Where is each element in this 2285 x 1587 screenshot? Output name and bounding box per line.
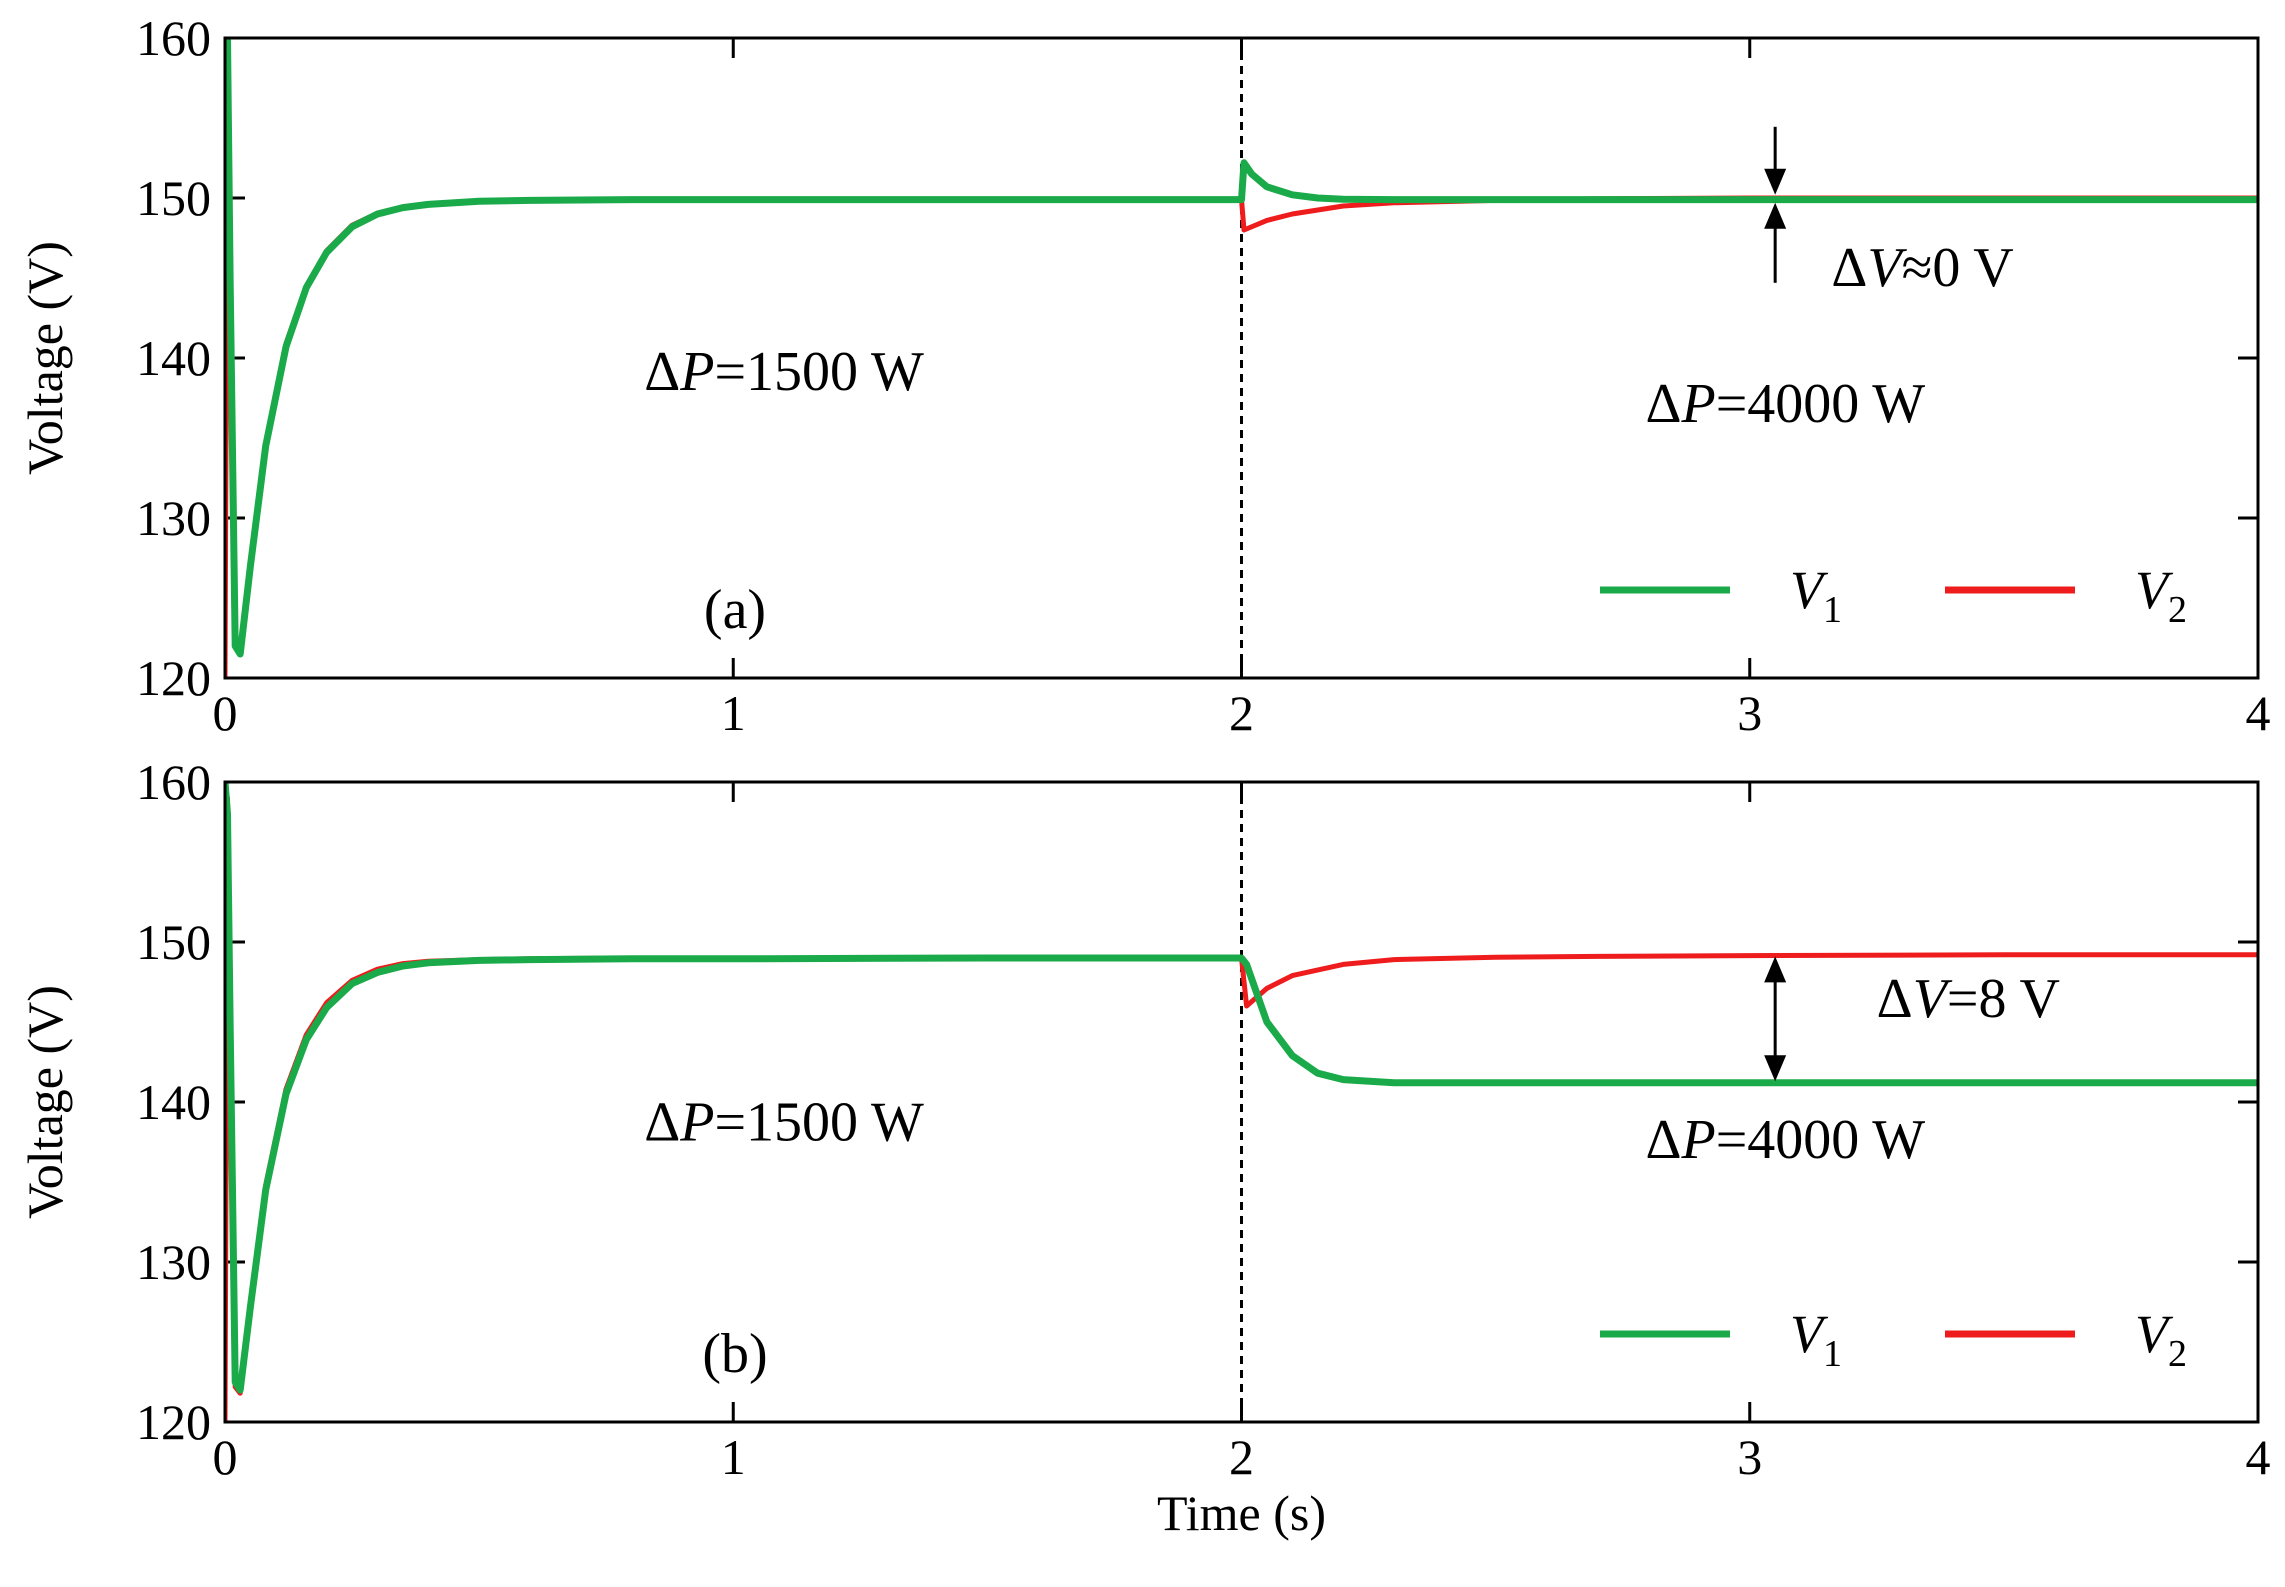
x-tick-label: 3 [1737,1429,1762,1485]
x-tick-label: 1 [721,1429,746,1485]
y-tick-label: 120 [136,1394,211,1450]
panel-b: 0 1 2 3 4 120 130 140 150 160 Voltage (V) Time (s) (… [17,754,2271,1541]
x-tick-label: 3 [1737,685,1762,741]
x-tick-label: 2 [1229,1429,1254,1485]
arrow-head [1764,1055,1787,1082]
y-axis-label: Voltage (V) [17,241,73,475]
y-tick-label: 160 [136,10,211,66]
x-tick-label: 0 [213,1429,238,1485]
panel-a: 0 1 2 3 4 120 130 140 150 160 Voltage (V) (a) ΔP=150… [17,10,2271,741]
legend-label-v2: V2 [2135,560,2187,631]
y-tick-label: 140 [136,330,211,386]
y-axis-label: Voltage (V) [17,985,73,1219]
y-tick-label: 160 [136,754,211,810]
x-axis-label: Time (s) [1157,1485,1326,1541]
legend-label-v2: V2 [2135,1304,2187,1375]
y-tick-label: 130 [136,1234,211,1290]
x-tick-label: 4 [2246,1429,2271,1485]
panel-label: (b) [702,1323,767,1385]
series-line-v1 [225,38,2258,658]
arrow-head [1764,202,1787,229]
x-tick-label: 1 [721,685,746,741]
y-tick-label: 150 [136,170,211,226]
annotation-0: ΔP=1500 W [644,341,924,403]
y-tick-label: 150 [136,914,211,970]
x-tick-label: 0 [213,685,238,741]
y-tick-label: 120 [136,650,211,706]
plot-frame [223,780,2260,1424]
x-tick-label: 2 [1229,685,1254,741]
legend-label-v1: V1 [1790,560,1842,631]
panel-label: (a) [704,579,766,641]
series-line-v1 [225,782,2258,1394]
y-tick-label: 130 [136,490,211,546]
annotation-2: ΔV=8 V [1877,968,2060,1030]
annotation-2: ΔV≈0 V [1831,237,2013,299]
annotation-1: ΔP=4000 W [1645,373,1925,435]
x-tick-label: 4 [2246,685,2271,741]
legend-label-v1: V1 [1790,1304,1842,1375]
arrow-head [1764,168,1787,195]
plot-frame [223,36,2260,680]
arrow-head [1764,956,1787,983]
annotation-0: ΔP=1500 W [644,1091,924,1153]
annotation-1: ΔP=4000 W [1645,1109,1925,1171]
y-tick-label: 140 [136,1074,211,1130]
